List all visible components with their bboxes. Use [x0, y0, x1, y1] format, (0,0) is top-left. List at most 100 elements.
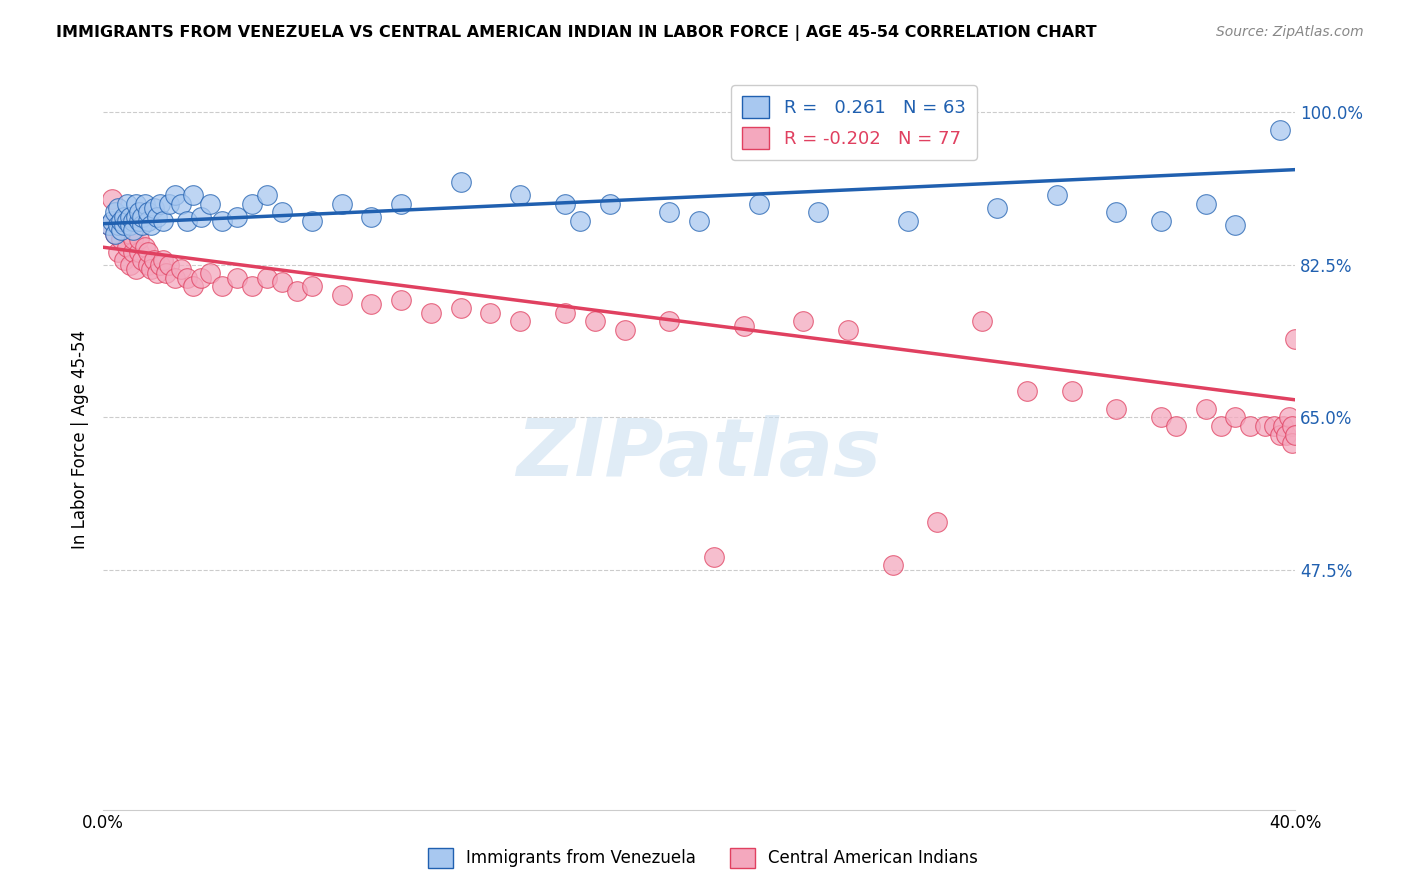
Point [748, 196, 770, 211]
Point [1164, 419, 1187, 434]
Point [613, 323, 636, 337]
Point [128, 214, 150, 228]
Point [256, 188, 278, 202]
Point [509, 188, 531, 202]
Point [101, 214, 124, 228]
Point [1225, 219, 1247, 233]
Text: Source: ZipAtlas.com: Source: ZipAtlas.com [1216, 25, 1364, 39]
Point [1150, 410, 1173, 425]
Point [112, 219, 135, 233]
Point [110, 214, 132, 228]
Point [1150, 214, 1173, 228]
Point [240, 279, 263, 293]
Point [122, 223, 145, 237]
Point [122, 214, 145, 228]
Point [155, 266, 177, 280]
Point [169, 262, 191, 277]
Point [301, 279, 323, 293]
Point [98, 219, 121, 233]
Point [285, 284, 308, 298]
Point [112, 253, 135, 268]
Point [479, 305, 502, 319]
Point [271, 205, 294, 219]
Point [389, 196, 412, 211]
Point [118, 219, 141, 233]
Point [118, 210, 141, 224]
Point [145, 266, 167, 280]
Point [118, 258, 141, 272]
Point [139, 262, 162, 277]
Point [112, 210, 135, 224]
Point [256, 270, 278, 285]
Legend: R =   0.261   N = 63, R = -0.202   N = 77: R = 0.261 N = 63, R = -0.202 N = 77 [731, 85, 977, 160]
Point [190, 270, 212, 285]
Point [122, 244, 145, 259]
Point [568, 214, 591, 228]
Point [1194, 196, 1216, 211]
Point [104, 205, 127, 219]
Point [115, 214, 138, 228]
Point [1281, 436, 1303, 450]
Point [128, 244, 150, 259]
Point [1209, 419, 1232, 434]
Point [972, 314, 994, 328]
Point [226, 210, 249, 224]
Point [136, 205, 159, 219]
Point [1194, 401, 1216, 416]
Point [1278, 410, 1301, 425]
Point [807, 205, 830, 219]
Point [226, 270, 249, 285]
Point [897, 214, 920, 228]
Point [131, 253, 153, 268]
Point [145, 210, 167, 224]
Point [1105, 205, 1128, 219]
Point [200, 196, 222, 211]
Point [703, 549, 725, 564]
Point [157, 196, 180, 211]
Point [101, 192, 124, 206]
Legend: Immigrants from Venezuela, Central American Indians: Immigrants from Venezuela, Central Ameri… [422, 841, 984, 875]
Point [149, 258, 172, 272]
Point [1281, 419, 1303, 434]
Point [1275, 427, 1298, 442]
Point [733, 318, 755, 333]
Point [115, 240, 138, 254]
Point [986, 201, 1008, 215]
Point [128, 231, 150, 245]
Point [688, 214, 710, 228]
Point [330, 196, 353, 211]
Point [136, 214, 159, 228]
Point [330, 288, 353, 302]
Point [128, 205, 150, 219]
Point [837, 323, 859, 337]
Point [181, 188, 204, 202]
Point [1015, 384, 1038, 398]
Point [1268, 427, 1291, 442]
Point [131, 210, 153, 224]
Point [98, 219, 121, 233]
Point [157, 258, 180, 272]
Point [176, 214, 198, 228]
Point [360, 297, 382, 311]
Point [1284, 427, 1306, 442]
Point [181, 279, 204, 293]
Text: IMMIGRANTS FROM VENEZUELA VS CENTRAL AMERICAN INDIAN IN LABOR FORCE | AGE 45-54 : IMMIGRANTS FROM VENEZUELA VS CENTRAL AME… [56, 25, 1097, 41]
Point [301, 214, 323, 228]
Point [125, 262, 148, 277]
Point [360, 210, 382, 224]
Point [211, 214, 233, 228]
Point [142, 201, 165, 215]
Point [139, 219, 162, 233]
Point [271, 275, 294, 289]
Point [211, 279, 233, 293]
Point [107, 201, 129, 215]
Point [882, 558, 904, 573]
Y-axis label: In Labor Force | Age 45-54: In Labor Force | Age 45-54 [72, 329, 89, 549]
Point [190, 210, 212, 224]
Point [122, 231, 145, 245]
Point [599, 196, 621, 211]
Point [658, 314, 681, 328]
Point [136, 244, 159, 259]
Point [240, 196, 263, 211]
Point [450, 175, 472, 189]
